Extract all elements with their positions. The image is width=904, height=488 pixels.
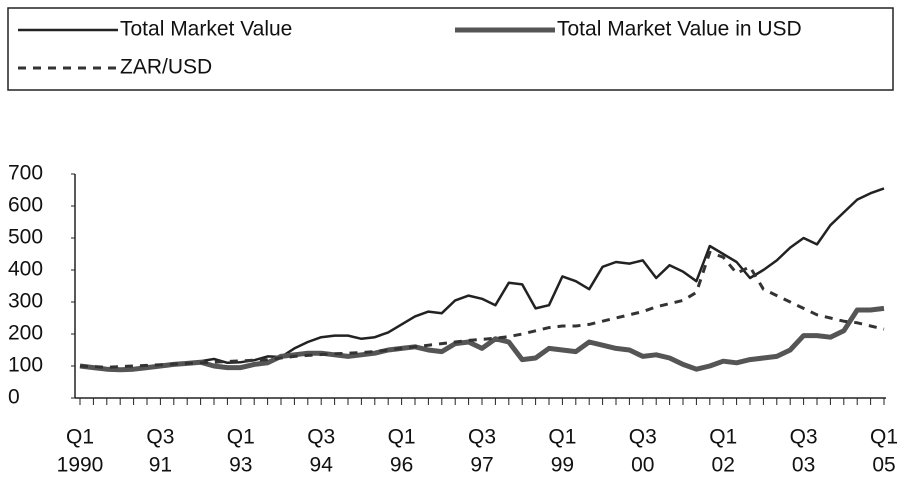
y-tick-label: 300 bbox=[8, 290, 43, 313]
x-tick-label: Q3 bbox=[468, 426, 496, 449]
y-tick-label: 700 bbox=[8, 162, 43, 185]
x-tick-label: 02 bbox=[712, 454, 735, 477]
y-tick-label: 400 bbox=[8, 258, 43, 281]
x-tick-label: 1990 bbox=[57, 454, 104, 477]
y-tick-label: 200 bbox=[8, 322, 43, 345]
y-tick-label: 0 bbox=[8, 386, 20, 409]
x-tick-label: 97 bbox=[470, 454, 493, 477]
y-tick-label: 500 bbox=[8, 226, 43, 249]
series-line bbox=[79, 305, 885, 373]
series-line bbox=[79, 187, 885, 371]
x-tick-label: 99 bbox=[551, 454, 574, 477]
x-tick-label: Q3 bbox=[307, 426, 335, 449]
x-tick-label: Q3 bbox=[629, 426, 657, 449]
legend-label: Total Market Value bbox=[120, 18, 292, 41]
x-tick-label: 03 bbox=[792, 454, 815, 477]
x-tick-label: Q1 bbox=[548, 426, 576, 449]
y-tick-label: 100 bbox=[8, 354, 43, 377]
x-tick-label: Q1 bbox=[388, 426, 416, 449]
x-tick-label: Q3 bbox=[146, 426, 174, 449]
x-tick-label: Q1 bbox=[709, 426, 737, 449]
x-tick-label: 94 bbox=[310, 454, 334, 477]
x-tick-label: 93 bbox=[229, 454, 252, 477]
x-tick-label: 96 bbox=[390, 454, 413, 477]
x-tick-label: 00 bbox=[631, 454, 654, 477]
x-tick-label: Q1 bbox=[870, 426, 898, 449]
legend-label: ZAR/USD bbox=[120, 56, 212, 79]
x-tick-label: Q1 bbox=[66, 426, 94, 449]
x-tick-label: Q1 bbox=[227, 426, 255, 449]
x-tick-label: 91 bbox=[149, 454, 172, 477]
x-tick-label: 05 bbox=[872, 454, 895, 477]
x-tick-label: Q3 bbox=[790, 426, 818, 449]
legend-box bbox=[7, 7, 894, 91]
y-tick-label: 600 bbox=[8, 194, 43, 217]
legend-label: Total Market Value in USD bbox=[557, 18, 802, 41]
